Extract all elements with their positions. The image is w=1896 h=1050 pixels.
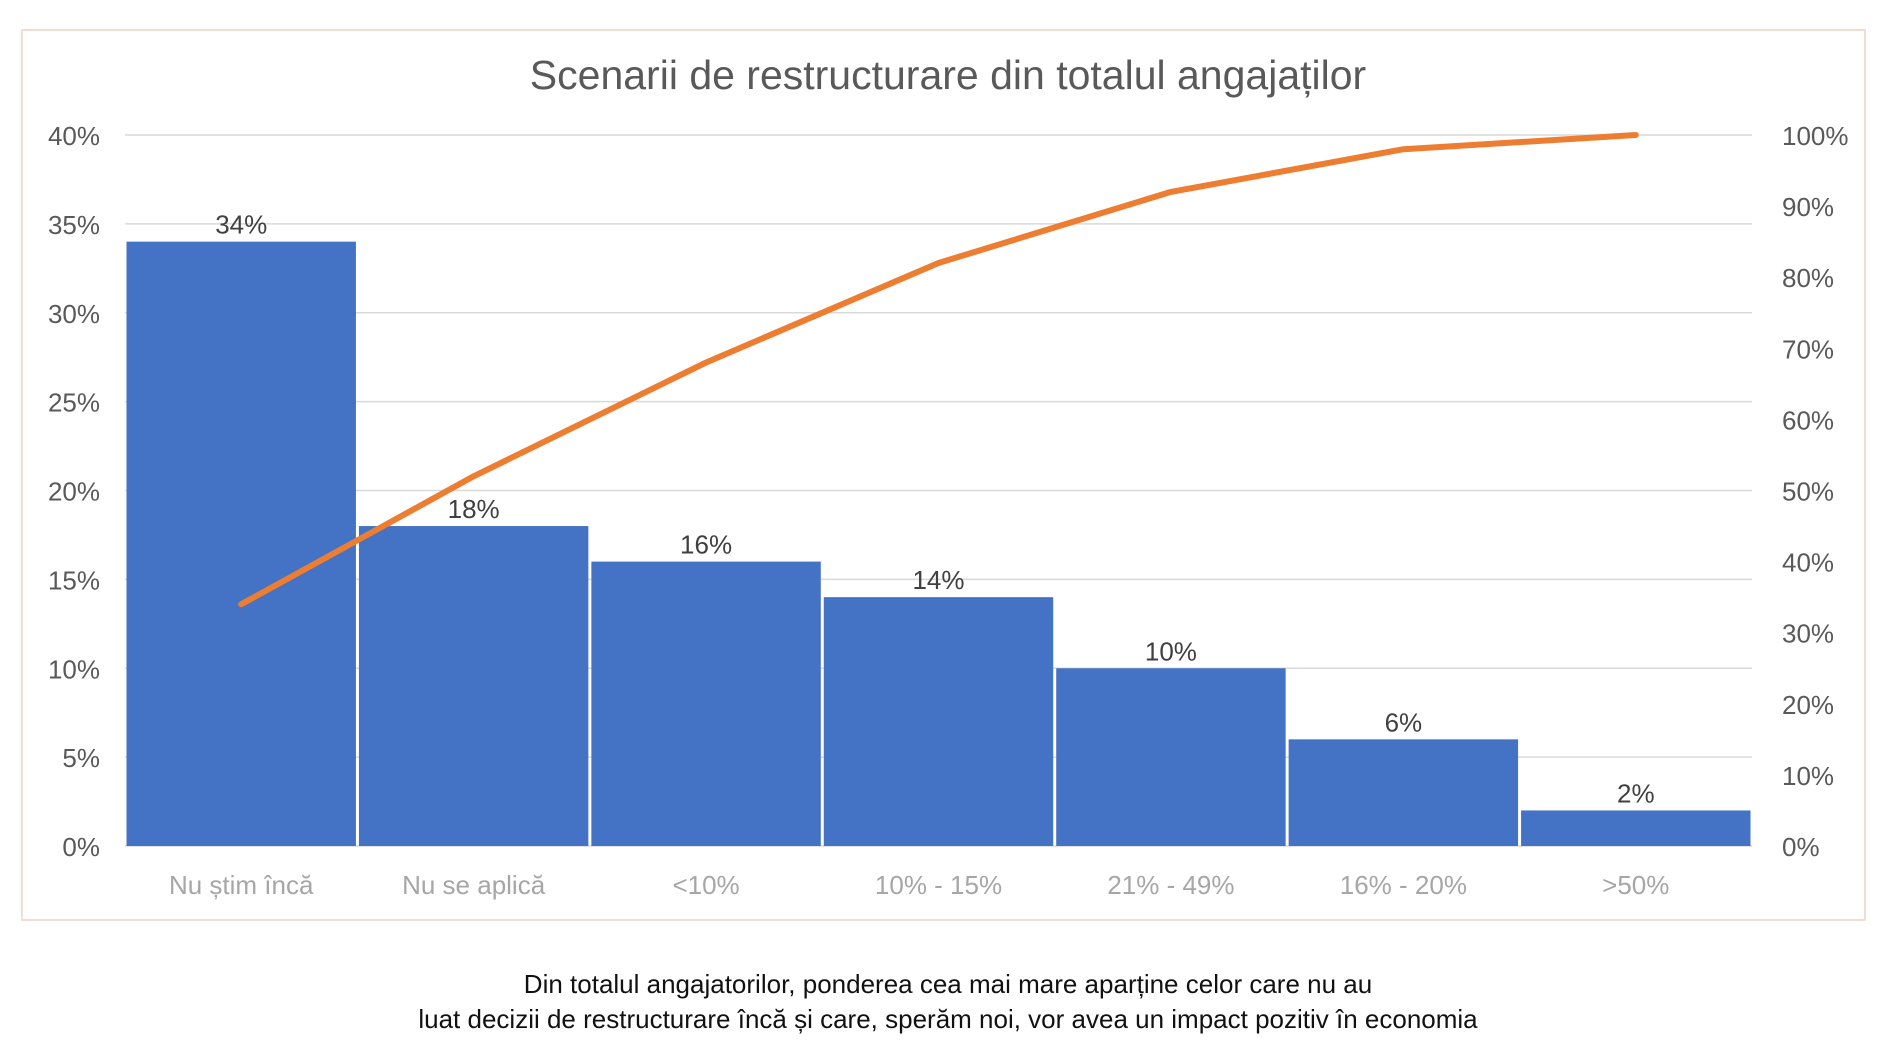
caption-line-1: Din totalul angajatorilor, ponderea cea … bbox=[523, 969, 1373, 999]
bar-data-label: 14% bbox=[912, 565, 964, 595]
caption-line-2: luat decizii de restructurare încă și ca… bbox=[418, 1004, 1478, 1034]
left-y-tick-label: 15% bbox=[48, 565, 100, 595]
x-tick-label: 10% - 15% bbox=[875, 870, 1002, 900]
bar bbox=[1288, 739, 1519, 846]
cumulative-line-series bbox=[238, 132, 1639, 608]
left-y-axis: 0% 5% 10% 15% 20% 25% 30% 35% 40% bbox=[48, 121, 100, 862]
left-y-tick-label: 40% bbox=[48, 121, 100, 151]
bar-series bbox=[126, 241, 1751, 846]
cumulative-line bbox=[238, 132, 1639, 608]
x-tick-label: 16% - 20% bbox=[1340, 870, 1467, 900]
bar-data-label: 10% bbox=[1145, 636, 1197, 666]
pareto-chart: Scenarii de restructurare din totalul an… bbox=[48, 52, 1849, 900]
x-tick-label: >50% bbox=[1602, 870, 1669, 900]
left-y-tick-label: 0% bbox=[62, 832, 100, 862]
left-y-tick-label: 35% bbox=[48, 210, 100, 240]
right-y-tick-label: 60% bbox=[1782, 405, 1834, 435]
right-y-tick-label: 90% bbox=[1782, 192, 1834, 222]
bar-data-label: 2% bbox=[1617, 778, 1655, 808]
data-labels: 34% 18% 16% 14% 10% 6% 2% bbox=[215, 210, 1654, 809]
x-tick-label: Nu se aplică bbox=[402, 870, 546, 900]
bar-data-label: 16% bbox=[680, 530, 732, 560]
right-y-tick-label: 20% bbox=[1782, 690, 1834, 720]
bar bbox=[358, 526, 589, 846]
x-axis: Nu știm încă Nu se aplică <10% 10% - 15% 21%… bbox=[169, 870, 1669, 900]
right-y-tick-label: 40% bbox=[1782, 548, 1834, 578]
left-y-tick-label: 5% bbox=[62, 743, 100, 773]
right-y-tick-label: 10% bbox=[1782, 761, 1834, 791]
right-y-axis: 0% 10% 20% 30% 40% 50% 60% 70% 80% 90% 100% bbox=[1782, 121, 1849, 862]
right-y-tick-label: 70% bbox=[1782, 334, 1834, 364]
x-tick-label: 21% - 49% bbox=[1107, 870, 1234, 900]
right-y-tick-label: 100% bbox=[1782, 121, 1849, 151]
x-tick-label: <10% bbox=[672, 870, 739, 900]
bar bbox=[823, 597, 1054, 846]
bar bbox=[126, 241, 356, 846]
x-tick-label: Nu știm încă bbox=[169, 870, 314, 900]
left-y-tick-label: 20% bbox=[48, 477, 100, 507]
right-y-tick-label: 30% bbox=[1782, 619, 1834, 649]
left-y-tick-label: 10% bbox=[48, 654, 100, 684]
bar-data-label: 18% bbox=[448, 494, 500, 524]
bar bbox=[591, 561, 821, 846]
bar-data-label: 6% bbox=[1385, 707, 1423, 737]
bar bbox=[1521, 810, 1751, 846]
right-y-tick-label: 50% bbox=[1782, 477, 1834, 507]
left-y-tick-label: 30% bbox=[48, 299, 100, 329]
right-y-tick-label: 80% bbox=[1782, 263, 1834, 293]
bar-data-label: 34% bbox=[215, 210, 267, 240]
right-y-tick-label: 0% bbox=[1782, 832, 1820, 862]
left-y-tick-label: 25% bbox=[48, 388, 100, 418]
chart-title: Scenarii de restructurare din totalul an… bbox=[530, 52, 1366, 98]
bar bbox=[1056, 668, 1286, 846]
